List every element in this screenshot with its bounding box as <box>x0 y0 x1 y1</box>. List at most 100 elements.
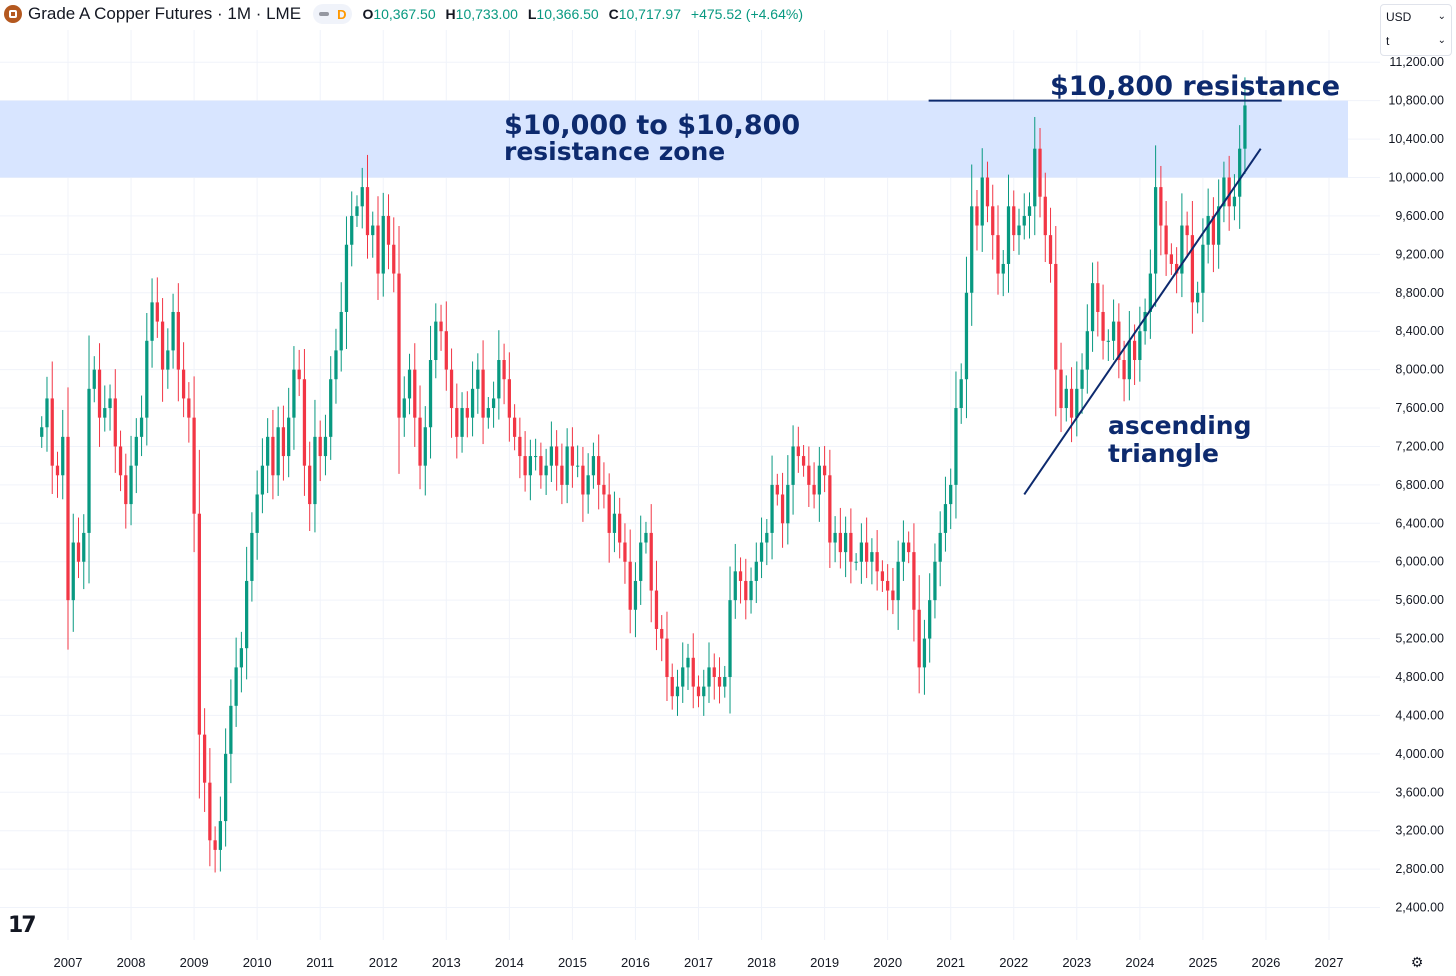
delayed-data-pill[interactable]: D <box>313 4 353 24</box>
candle <box>223 728 228 847</box>
candle-body <box>1175 263 1179 274</box>
candle-body <box>1148 273 1152 312</box>
candle <box>1111 299 1116 361</box>
candle <box>407 353 412 415</box>
candle <box>292 346 296 450</box>
candle-body <box>444 331 448 370</box>
unit-dropdown[interactable]: t ⌄ <box>1381 29 1451 53</box>
zone-annotation-line2: resistance zone <box>504 137 726 166</box>
candle-body <box>549 446 554 466</box>
candle-body <box>308 465 312 505</box>
price-tick-label: 6,400.00 <box>1395 516 1444 530</box>
candle <box>1064 375 1068 422</box>
market-status-icon <box>319 12 330 16</box>
candle-body <box>297 369 301 380</box>
candle-body <box>87 388 91 533</box>
candle <box>160 298 165 402</box>
price-tick-label: 6,000.00 <box>1395 555 1444 569</box>
candle-body <box>812 484 816 495</box>
candle-body <box>681 667 685 687</box>
candle-body <box>954 408 958 485</box>
candle <box>691 633 695 709</box>
symbol-title[interactable]: Grade A Copper Futures · 1M · LME <box>28 4 302 23</box>
candle <box>633 562 638 638</box>
candle-body <box>61 436 65 476</box>
candle-body <box>964 292 969 380</box>
candle <box>801 445 806 477</box>
candle-body <box>229 705 233 754</box>
candle <box>66 387 70 650</box>
time-tick-label: 2026 <box>1251 955 1280 970</box>
candle <box>1243 77 1247 174</box>
candle-body <box>439 321 443 332</box>
candle <box>1069 367 1074 443</box>
time-tick-label: 2027 <box>1315 955 1344 970</box>
candle-body <box>623 542 627 562</box>
candle <box>502 343 506 405</box>
candle-body <box>76 542 81 562</box>
candle-body <box>665 638 669 677</box>
candle <box>912 523 916 642</box>
candle-body <box>597 456 601 485</box>
candle <box>439 304 443 351</box>
candle-body <box>975 206 979 226</box>
candle-body <box>943 504 948 533</box>
candle <box>171 293 175 369</box>
candle-body <box>1106 340 1110 342</box>
time-tick-label: 2011 <box>306 955 334 970</box>
candle-body <box>702 686 706 697</box>
time-tick-label: 2021 <box>936 955 965 970</box>
price-axis[interactable]: 2,400.00 2,800.00 3,200.00 3,600.00 4,000.00… <box>1388 55 1444 914</box>
candle <box>886 564 890 611</box>
candle <box>539 442 543 489</box>
candle-body <box>749 580 753 601</box>
candle <box>365 154 370 259</box>
candle <box>1211 197 1216 273</box>
candle <box>187 382 191 443</box>
candle <box>854 553 858 571</box>
candle-body <box>1122 360 1126 380</box>
candle <box>665 611 669 702</box>
candle-body <box>786 484 790 524</box>
chevron-down-icon: ⌄ <box>1437 35 1446 46</box>
candle <box>355 195 359 227</box>
candle-body <box>738 571 743 581</box>
time-axis[interactable]: 2007 2008 2009 2010 2011 2012 2013 2014 2015 2016… <box>54 955 1344 970</box>
candle <box>129 435 133 526</box>
candle-body <box>828 475 832 543</box>
candle <box>512 404 517 451</box>
candle <box>266 418 270 494</box>
candle <box>323 414 328 476</box>
candle-body <box>649 532 653 591</box>
candle-body <box>1096 283 1100 312</box>
candle <box>481 340 485 445</box>
tradingview-logo-icon[interactable]: 17 <box>8 913 37 938</box>
gear-icon[interactable]: ⚙ <box>1410 954 1424 970</box>
currency-dropdown[interactable]: USD ⌄ <box>1381 5 1451 29</box>
candle-body <box>696 686 701 697</box>
candle <box>260 438 265 514</box>
candle <box>859 523 864 584</box>
candle <box>838 507 842 569</box>
price-tick-label: 6,800.00 <box>1395 478 1444 492</box>
candle <box>97 343 102 447</box>
candle-body <box>1017 225 1021 236</box>
candle <box>896 540 900 630</box>
candle-body <box>1238 148 1242 197</box>
candle <box>1059 342 1063 433</box>
currency-unit-selector[interactable]: USD ⌄ t ⌄ <box>1380 4 1452 56</box>
candle <box>287 387 291 478</box>
candle-body <box>365 187 370 236</box>
candle-body <box>1217 206 1221 245</box>
candle <box>1101 284 1105 360</box>
candle <box>413 343 417 447</box>
candle <box>786 455 790 545</box>
candle-body <box>612 513 617 533</box>
candle-body <box>255 494 259 533</box>
candle <box>1012 190 1016 251</box>
candle <box>166 328 170 389</box>
candle-body <box>817 465 821 495</box>
candle-body <box>1075 388 1079 418</box>
candle <box>618 497 622 559</box>
